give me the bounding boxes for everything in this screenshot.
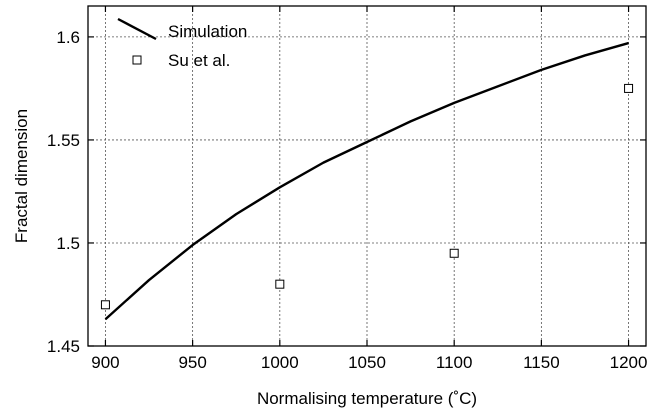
series-layer bbox=[100, 41, 634, 321]
y-tick-label: 1.55 bbox=[47, 131, 80, 150]
y-axis-title: Fractal dimension bbox=[12, 109, 31, 243]
x-axis-title: Normalising temperature (˚C) bbox=[257, 389, 477, 408]
data-point-su-et-al bbox=[100, 300, 110, 310]
x-tick-label: 1000 bbox=[261, 353, 299, 372]
x-tick-label: 1050 bbox=[348, 353, 386, 372]
x-tick-label: 1200 bbox=[610, 353, 648, 372]
x-tick-label: 1150 bbox=[523, 353, 560, 372]
legend-label-su-et-al: Su et al. bbox=[168, 51, 230, 70]
x-tick-label: 900 bbox=[91, 353, 119, 372]
y-tick-label: 1.45 bbox=[47, 337, 80, 356]
data-point-su-et-al bbox=[449, 248, 459, 258]
data-point-su-et-al bbox=[275, 279, 285, 289]
x-tick-label: 1100 bbox=[436, 353, 473, 372]
legend: Simulation Su et al. bbox=[117, 17, 247, 70]
x-tick-label: 950 bbox=[178, 353, 206, 372]
y-tick-label: 1.5 bbox=[56, 234, 80, 253]
series-simulation-line bbox=[104, 41, 629, 321]
legend-square-icon bbox=[132, 55, 142, 65]
legend-label-simulation: Simulation bbox=[168, 22, 247, 41]
y-tick-label: 1.6 bbox=[56, 28, 80, 47]
legend-line-icon bbox=[117, 17, 157, 41]
data-point-su-et-al bbox=[624, 83, 634, 93]
axis-ticks: 900 950 1000 1050 1100 1150 1200 1.45 1.5 1.55 1.6 bbox=[47, 6, 648, 372]
